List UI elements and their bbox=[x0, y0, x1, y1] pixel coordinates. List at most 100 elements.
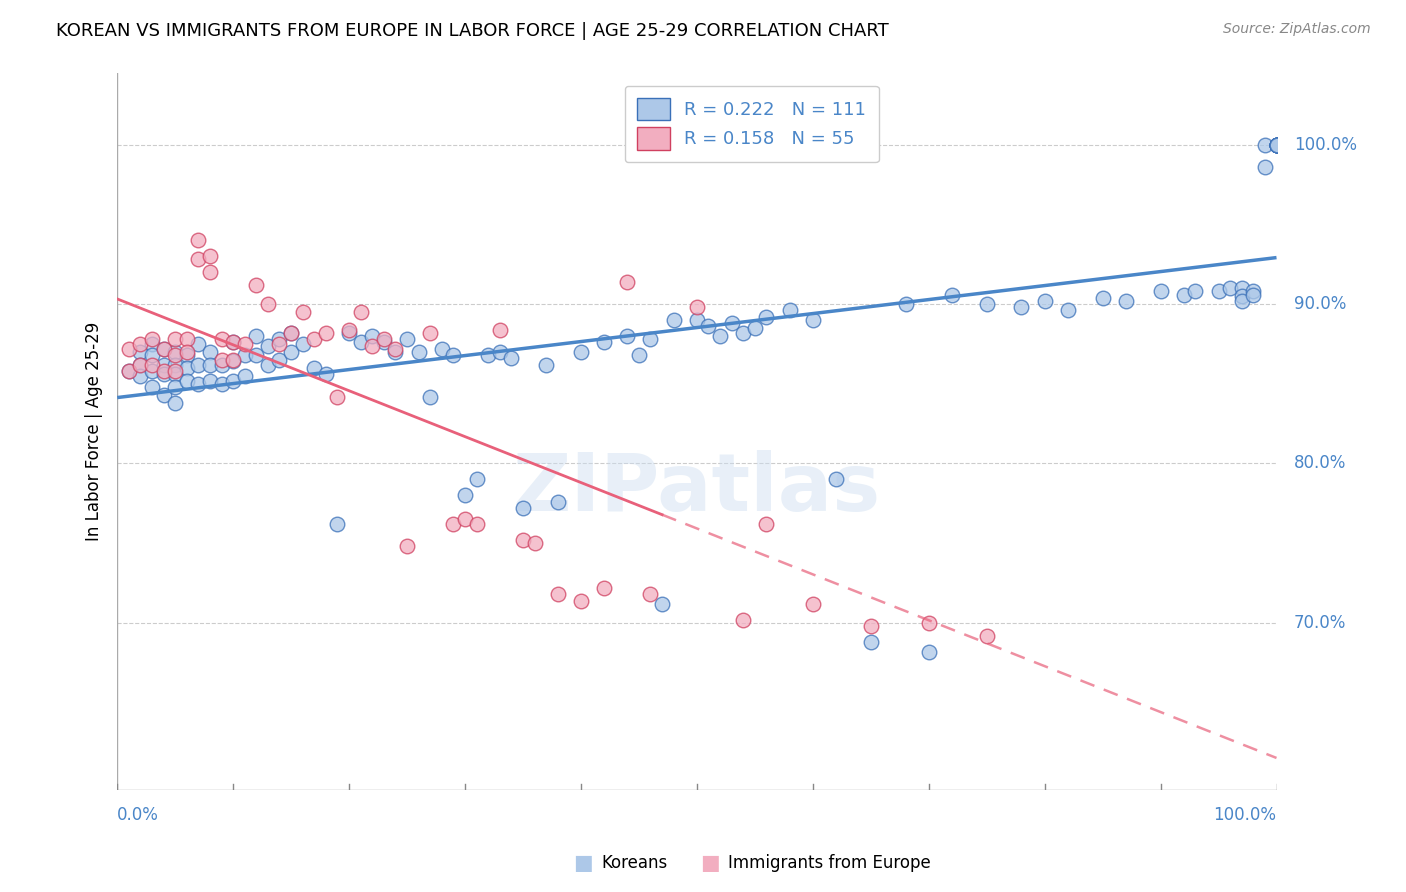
Point bbox=[141, 332, 163, 346]
Point bbox=[233, 368, 256, 383]
Point bbox=[176, 332, 198, 346]
Point bbox=[291, 305, 314, 319]
Point bbox=[233, 348, 256, 362]
Point bbox=[488, 322, 510, 336]
Legend: R = 0.222   N = 111, R = 0.158   N = 55: R = 0.222 N = 111, R = 0.158 N = 55 bbox=[624, 86, 879, 162]
Point bbox=[280, 345, 302, 359]
Point bbox=[384, 342, 406, 356]
Point bbox=[512, 533, 534, 547]
Point bbox=[1265, 137, 1288, 152]
Point bbox=[1173, 287, 1195, 301]
Text: Source: ZipAtlas.com: Source: ZipAtlas.com bbox=[1223, 22, 1371, 37]
Point bbox=[245, 348, 267, 362]
Point bbox=[118, 364, 141, 378]
Text: 100.0%: 100.0% bbox=[1213, 806, 1277, 824]
Point bbox=[859, 619, 882, 633]
Point bbox=[118, 342, 141, 356]
Point bbox=[1265, 137, 1288, 152]
Point bbox=[512, 501, 534, 516]
Point bbox=[465, 472, 488, 486]
Point bbox=[1265, 137, 1288, 152]
Point bbox=[198, 358, 221, 372]
Text: Immigrants from Europe: Immigrants from Europe bbox=[728, 855, 931, 872]
Point bbox=[176, 345, 198, 359]
Point bbox=[441, 516, 464, 531]
Point bbox=[547, 587, 569, 601]
Point bbox=[419, 390, 441, 404]
Point bbox=[326, 516, 349, 531]
Point bbox=[569, 345, 592, 359]
Point bbox=[129, 358, 152, 372]
Point bbox=[187, 233, 209, 247]
Point bbox=[373, 332, 395, 346]
Point bbox=[152, 364, 174, 378]
Point bbox=[1056, 303, 1078, 318]
Point bbox=[222, 335, 245, 350]
Point bbox=[488, 345, 510, 359]
Point bbox=[280, 326, 302, 340]
Point bbox=[454, 512, 477, 526]
Point bbox=[165, 332, 187, 346]
Text: 90.0%: 90.0% bbox=[1294, 295, 1347, 313]
Point bbox=[477, 348, 499, 362]
Point bbox=[165, 396, 187, 410]
Point bbox=[733, 613, 755, 627]
Point bbox=[801, 313, 824, 327]
Point bbox=[686, 300, 709, 314]
Point bbox=[304, 360, 326, 375]
Point bbox=[859, 635, 882, 649]
Point bbox=[129, 337, 152, 351]
Point bbox=[384, 345, 406, 359]
Point bbox=[350, 335, 373, 350]
Point bbox=[187, 337, 209, 351]
Point bbox=[686, 313, 709, 327]
Point bbox=[1265, 137, 1288, 152]
Point bbox=[1115, 293, 1137, 308]
Point bbox=[187, 252, 209, 267]
Point bbox=[198, 374, 221, 388]
Point bbox=[291, 337, 314, 351]
Point bbox=[176, 360, 198, 375]
Point bbox=[640, 332, 662, 346]
Point bbox=[1184, 285, 1206, 299]
Point bbox=[801, 597, 824, 611]
Point bbox=[465, 516, 488, 531]
Point bbox=[593, 335, 616, 350]
Point bbox=[141, 337, 163, 351]
Point bbox=[1254, 160, 1277, 174]
Point bbox=[152, 342, 174, 356]
Point bbox=[165, 348, 187, 362]
Point bbox=[1265, 137, 1288, 152]
Point bbox=[430, 342, 453, 356]
Point bbox=[315, 326, 337, 340]
Point bbox=[755, 310, 778, 324]
Text: 0.0%: 0.0% bbox=[117, 806, 159, 824]
Point bbox=[547, 494, 569, 508]
Point bbox=[165, 345, 187, 359]
Point bbox=[211, 358, 233, 372]
Point bbox=[720, 316, 742, 330]
Point bbox=[198, 345, 221, 359]
Point bbox=[152, 388, 174, 402]
Point bbox=[257, 338, 280, 352]
Point bbox=[152, 342, 174, 356]
Text: ZIPatlas: ZIPatlas bbox=[513, 450, 882, 528]
Point bbox=[361, 329, 384, 343]
Point bbox=[165, 368, 187, 382]
Point bbox=[651, 597, 673, 611]
Point bbox=[408, 345, 430, 359]
Point bbox=[129, 358, 152, 372]
Point bbox=[337, 326, 360, 340]
Point bbox=[211, 332, 233, 346]
Point bbox=[1265, 137, 1288, 152]
Point bbox=[1219, 281, 1241, 295]
Point bbox=[350, 305, 373, 319]
Point bbox=[211, 352, 233, 367]
Point bbox=[269, 332, 291, 346]
Point bbox=[501, 351, 523, 366]
Point bbox=[280, 326, 302, 340]
Point bbox=[1230, 281, 1253, 295]
Point bbox=[1241, 287, 1264, 301]
Point bbox=[616, 329, 638, 343]
Point bbox=[1254, 137, 1277, 152]
